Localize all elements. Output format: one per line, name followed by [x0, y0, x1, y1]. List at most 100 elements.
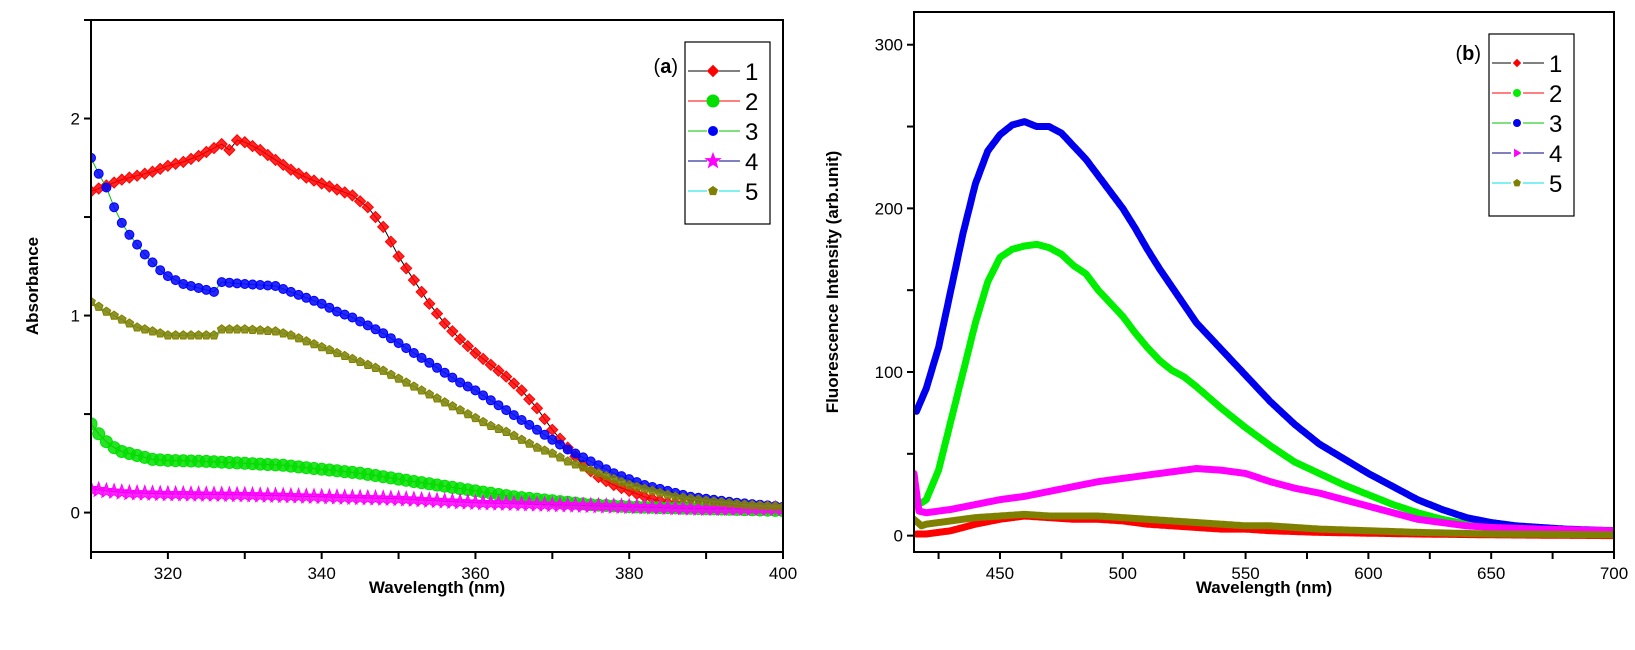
data-point	[455, 404, 465, 415]
legend-label: 3	[1549, 111, 1562, 138]
data-point	[424, 389, 435, 399]
data-point	[91, 480, 108, 498]
data-point	[438, 317, 451, 330]
data-point	[362, 320, 373, 331]
data-point	[585, 465, 596, 475]
data-point	[562, 456, 573, 466]
data-point	[162, 271, 173, 282]
data-point	[232, 324, 242, 334]
data-point	[430, 307, 444, 320]
data-point	[739, 499, 750, 509]
data-point	[309, 338, 319, 349]
data-point	[484, 358, 498, 372]
legend: 1 2 3 4 5	[1488, 33, 1575, 217]
data-point	[701, 495, 711, 505]
data-point	[539, 429, 550, 440]
data-point	[147, 326, 158, 336]
data-point	[778, 501, 783, 511]
data-point	[384, 235, 398, 248]
data-point	[547, 434, 558, 445]
data-point	[416, 385, 427, 395]
data-point	[93, 168, 104, 179]
data-point	[470, 385, 481, 396]
data-point	[570, 459, 581, 469]
data-point	[732, 498, 742, 509]
data-point	[532, 442, 542, 452]
x-tick-label: 650	[1477, 564, 1505, 583]
data-point	[601, 470, 612, 481]
data-point	[524, 438, 535, 448]
data-point	[124, 318, 135, 328]
data-point	[478, 416, 488, 427]
data-point	[515, 384, 528, 397]
data-point	[370, 362, 381, 372]
plot-area	[914, 118, 1614, 540]
data-point	[186, 330, 196, 340]
x-tick-label: 380	[615, 564, 643, 583]
data-point	[362, 359, 373, 369]
legend-item-4: 4	[688, 149, 758, 176]
data-point	[369, 210, 382, 224]
legend-item-2: 2	[1492, 81, 1562, 108]
data-point	[193, 330, 204, 340]
plot-frame	[913, 11, 1615, 553]
data-point	[439, 367, 450, 378]
data-point	[355, 356, 365, 367]
data-point	[401, 343, 412, 354]
legend-marker-icon	[708, 185, 718, 196]
legend-item-5: 5	[688, 179, 758, 206]
legend-label: 1	[745, 59, 758, 86]
data-point	[355, 316, 366, 327]
legend-item-4: 4	[1492, 141, 1562, 168]
data-point	[109, 310, 119, 320]
legend-marker-icon	[1513, 178, 1521, 187]
data-point	[91, 152, 97, 163]
data-point	[593, 460, 604, 471]
legend-marker-icon	[707, 126, 719, 136]
data-point	[262, 325, 273, 335]
data-point	[424, 357, 435, 368]
data-point	[316, 298, 327, 309]
legend-label: 5	[745, 179, 758, 206]
data-point	[485, 420, 496, 431]
data-point	[286, 330, 296, 340]
data-point	[116, 217, 127, 228]
data-point	[530, 401, 544, 415]
data-point	[170, 275, 181, 286]
data-point	[392, 250, 405, 263]
data-point	[385, 333, 396, 344]
legend-item-1: 1	[1492, 51, 1562, 78]
data-point	[201, 330, 212, 340]
data-point	[178, 330, 189, 340]
panel-letter: a	[660, 56, 672, 78]
data-point	[593, 468, 604, 478]
data-point	[361, 200, 375, 214]
data-point	[493, 423, 504, 434]
x-tick-label: 400	[769, 564, 797, 583]
data-point	[516, 415, 527, 425]
data-point	[416, 352, 427, 363]
panel-label: (b)	[1455, 43, 1481, 65]
data-point	[531, 424, 543, 435]
data-point	[539, 445, 550, 455]
data-point	[415, 285, 428, 299]
data-point	[423, 297, 436, 310]
data-point	[585, 456, 596, 467]
data-point	[624, 479, 635, 490]
data-point	[485, 395, 496, 406]
data-point	[508, 410, 519, 421]
y-tick-label: 100	[875, 363, 903, 382]
data-point	[461, 339, 475, 353]
x-tick-label: 340	[307, 564, 335, 583]
data-point	[109, 202, 120, 213]
data-point	[347, 353, 358, 364]
data-point	[524, 419, 535, 430]
x-tick-label: 550	[1231, 564, 1259, 583]
data-point	[91, 296, 96, 306]
chart-a-absorbance: 320 340 360 380 400 0 1 2 Wavelength (nm) Absorba…	[23, 19, 797, 597]
data-point	[116, 314, 127, 324]
legend-label: 1	[1549, 51, 1562, 78]
data-point	[708, 496, 719, 506]
data-point	[439, 397, 450, 407]
